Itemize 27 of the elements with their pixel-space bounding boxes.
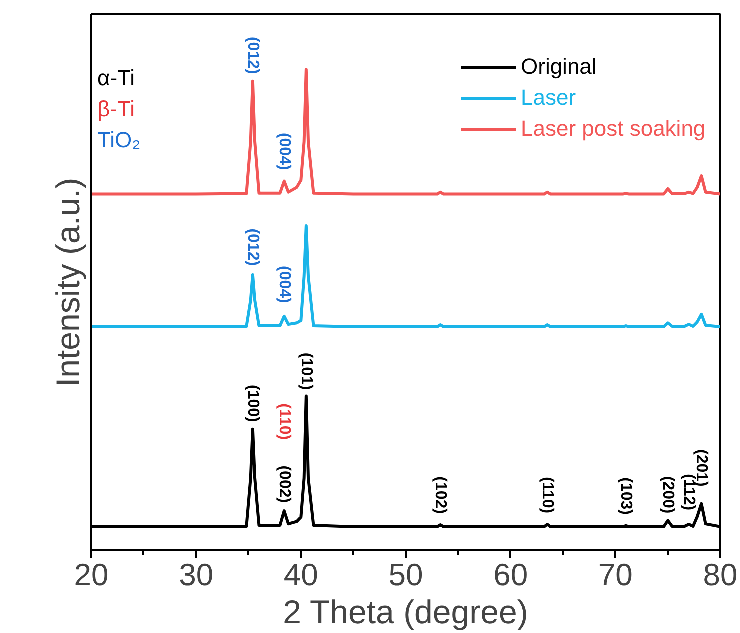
annotation: (103) bbox=[618, 478, 635, 515]
annotation: (110) bbox=[276, 404, 293, 440]
y-axis-title: Intensity (a.u.) bbox=[50, 178, 86, 388]
annotation: (200) bbox=[660, 476, 677, 514]
legend-label: Laser bbox=[521, 85, 576, 111]
annotation: (004) bbox=[276, 132, 293, 170]
legend-label: Original bbox=[521, 54, 597, 80]
annotation: (101) bbox=[298, 352, 315, 390]
annotation: (102) bbox=[432, 476, 450, 514]
annotation: TiO₂ bbox=[98, 128, 141, 152]
x-tick-label: 60 bbox=[494, 558, 528, 592]
annotation: (012) bbox=[244, 36, 262, 74]
annotation: (002) bbox=[276, 466, 293, 504]
x-axis-title: 2 Theta (degree) bbox=[283, 594, 528, 630]
x-tick-label: 30 bbox=[179, 558, 214, 592]
x-tick-label: 20 bbox=[74, 558, 109, 592]
annotation: (012) bbox=[244, 228, 262, 266]
x-tick-label: 40 bbox=[284, 558, 318, 592]
annotation: α-Ti bbox=[98, 66, 136, 90]
x-tick-label: 70 bbox=[598, 558, 633, 592]
legend-label: Laser post soaking bbox=[521, 116, 706, 142]
annotation: (004) bbox=[276, 266, 293, 304]
x-tick-label: 50 bbox=[388, 558, 424, 592]
annotation: (110) bbox=[539, 477, 556, 514]
x-tick-label: 80 bbox=[703, 558, 738, 592]
annotation: (100) bbox=[244, 385, 262, 422]
annotation: β-Ti bbox=[98, 96, 135, 122]
